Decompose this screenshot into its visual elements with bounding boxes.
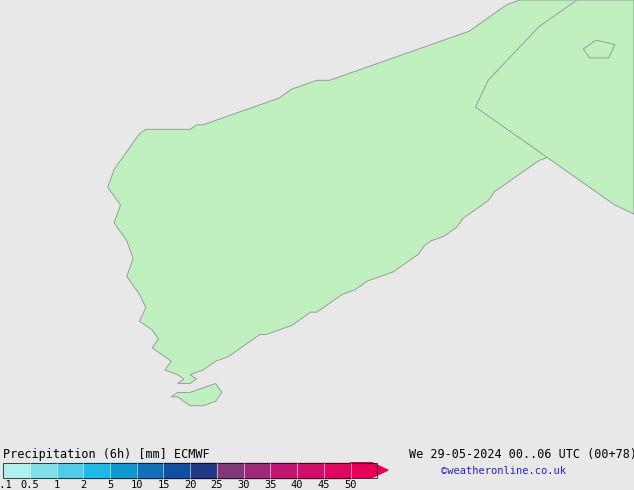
Bar xyxy=(217,463,243,478)
Text: 0.5: 0.5 xyxy=(20,480,39,490)
Bar xyxy=(3,463,30,478)
Text: 30: 30 xyxy=(237,480,250,490)
Bar xyxy=(110,463,137,478)
Text: Precipitation (6h) [mm] ECMWF: Precipitation (6h) [mm] ECMWF xyxy=(3,448,210,461)
Text: We 29-05-2024 00..06 UTC (00+78): We 29-05-2024 00..06 UTC (00+78) xyxy=(409,448,634,461)
Bar xyxy=(270,463,297,478)
Text: 10: 10 xyxy=(131,480,143,490)
Text: 50: 50 xyxy=(344,480,357,490)
Bar xyxy=(30,463,56,478)
Text: ©weatheronline.co.uk: ©weatheronline.co.uk xyxy=(441,466,566,476)
Bar xyxy=(3,463,377,478)
Text: 40: 40 xyxy=(291,480,303,490)
Text: 0.1: 0.1 xyxy=(0,480,13,490)
Text: 1: 1 xyxy=(53,480,60,490)
Bar xyxy=(56,463,83,478)
Text: 25: 25 xyxy=(210,480,223,490)
Text: 35: 35 xyxy=(264,480,276,490)
Bar xyxy=(137,463,164,478)
Bar xyxy=(164,463,190,478)
Text: 5: 5 xyxy=(107,480,113,490)
FancyArrow shape xyxy=(351,463,388,478)
Bar xyxy=(297,463,324,478)
Text: 2: 2 xyxy=(80,480,86,490)
Bar xyxy=(324,463,351,478)
Polygon shape xyxy=(583,40,615,58)
Text: 20: 20 xyxy=(184,480,197,490)
Polygon shape xyxy=(171,384,222,406)
Text: 15: 15 xyxy=(157,480,170,490)
Text: 45: 45 xyxy=(318,480,330,490)
Bar xyxy=(83,463,110,478)
Bar xyxy=(243,463,270,478)
Bar xyxy=(190,463,217,478)
Polygon shape xyxy=(476,0,634,214)
Polygon shape xyxy=(108,0,634,384)
